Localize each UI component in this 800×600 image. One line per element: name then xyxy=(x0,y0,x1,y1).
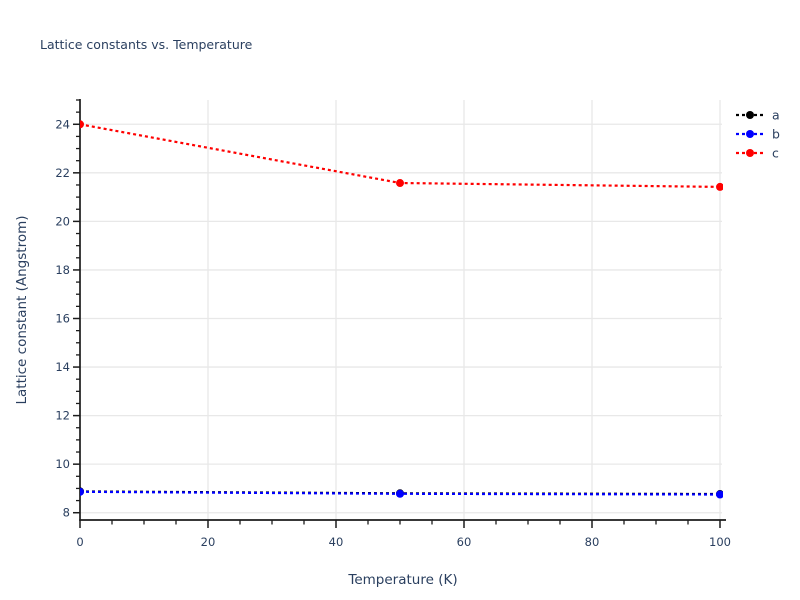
y-tick-label: 18 xyxy=(55,263,70,277)
legend-label: a xyxy=(772,108,780,123)
legend-label: c xyxy=(772,146,779,161)
series-c-line xyxy=(80,123,721,188)
series-b-marker xyxy=(396,489,404,498)
y-tick-label: 14 xyxy=(55,360,70,374)
y-axis-label: Lattice constant (Angstrom) xyxy=(14,215,30,404)
legend-label: b xyxy=(772,127,780,142)
legend-item-b[interactable]: b xyxy=(736,127,780,142)
legend-marker-sample xyxy=(746,130,754,138)
x-tick-label: 40 xyxy=(329,535,344,549)
x-tick-label: 60 xyxy=(457,535,472,549)
legend: abc xyxy=(736,108,780,161)
legend-marker-sample xyxy=(746,149,754,157)
x-tick-label: 20 xyxy=(201,535,216,549)
y-tick-label: 16 xyxy=(55,311,70,325)
legend-marker-sample xyxy=(746,111,754,119)
y-tick-label: 22 xyxy=(55,166,70,180)
series-b-marker xyxy=(80,487,84,496)
series-c-marker xyxy=(80,120,84,129)
series-b-marker xyxy=(716,490,723,499)
x-tick-label: 80 xyxy=(585,535,600,549)
y-tick-label: 24 xyxy=(55,117,70,131)
y-tick-label: 12 xyxy=(55,409,70,423)
y-tick-label: 10 xyxy=(55,457,70,471)
series-c-marker xyxy=(716,182,723,191)
x-tick-label: 0 xyxy=(76,535,83,549)
x-axis-label: Temperature (K) xyxy=(347,572,457,588)
series-c-marker xyxy=(396,179,404,188)
x-tick-label: 100 xyxy=(709,535,731,549)
y-tick-label: 8 xyxy=(63,506,70,520)
y-tick-label: 20 xyxy=(55,214,70,228)
legend-item-c[interactable]: c xyxy=(736,146,779,161)
chart-title: Lattice constants vs. Temperature xyxy=(40,37,253,52)
legend-item-a[interactable]: a xyxy=(736,108,780,123)
